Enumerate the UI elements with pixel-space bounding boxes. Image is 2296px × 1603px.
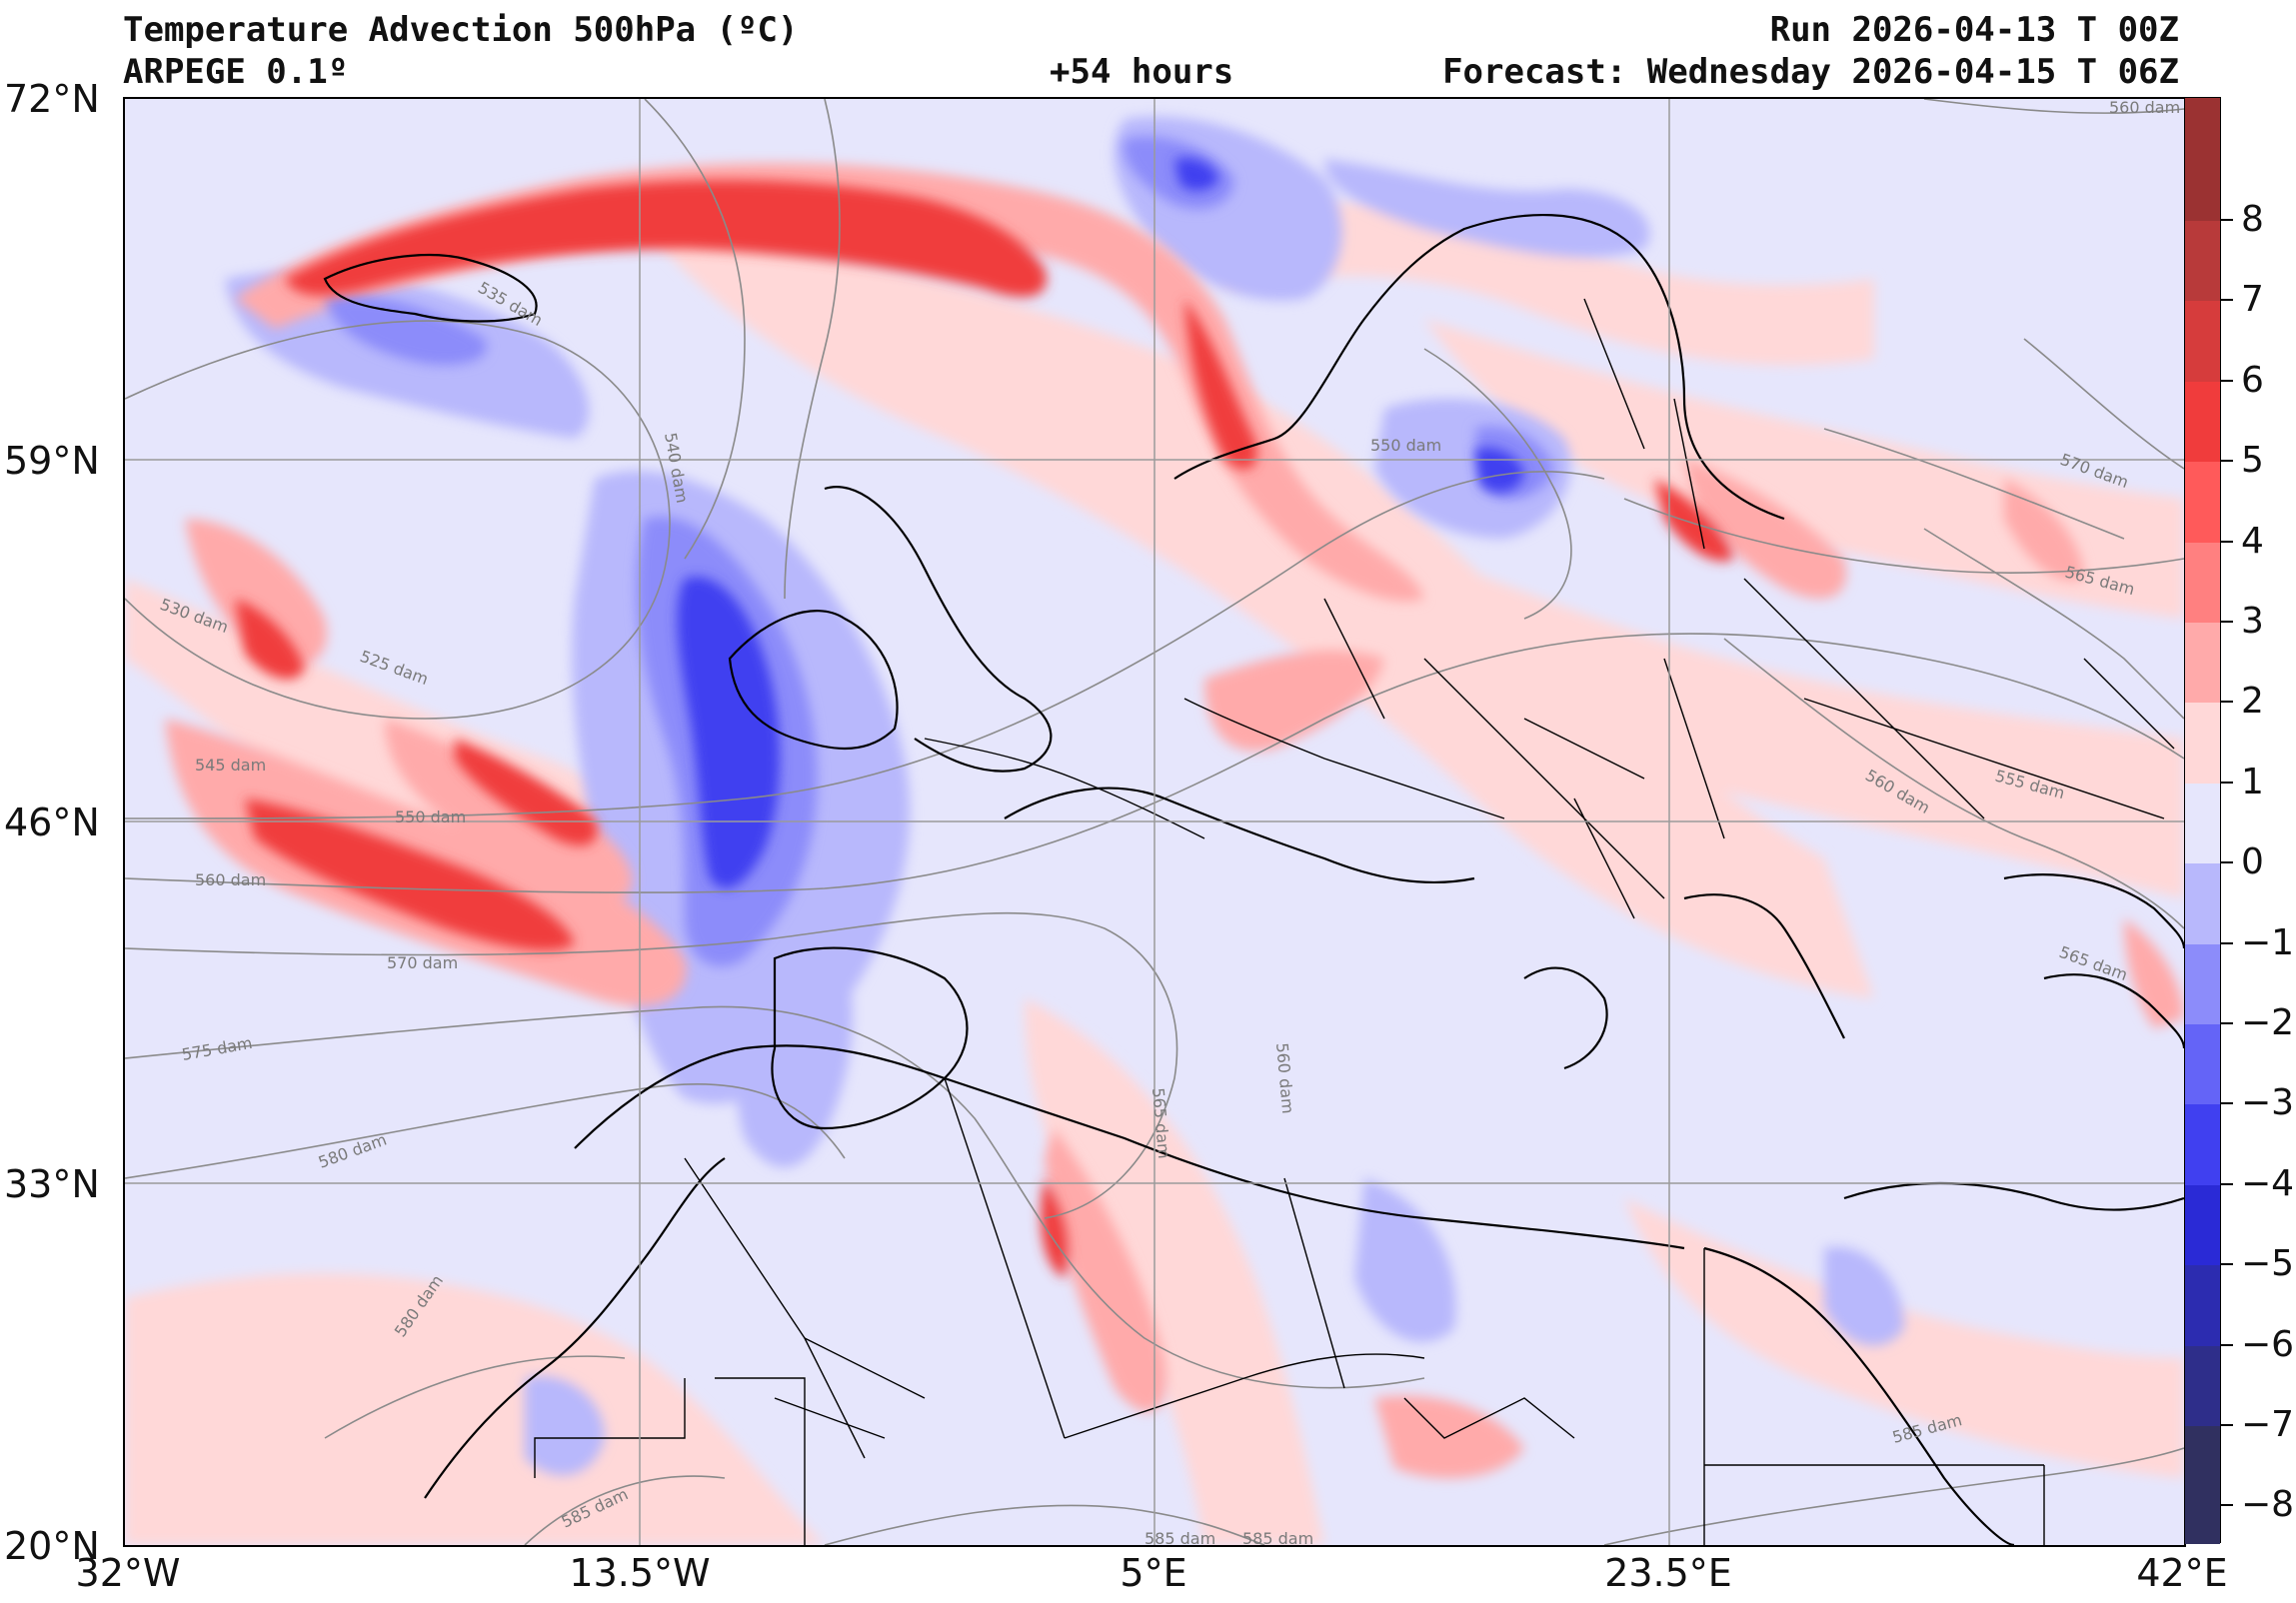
colorbar-label: 0 — [2241, 841, 2264, 883]
colorbar-tick — [2221, 1102, 2233, 1105]
colorbar-segment — [2185, 98, 2220, 221]
colorbar-segment — [2185, 301, 2220, 382]
lon-label: 42°E — [2136, 1551, 2228, 1595]
colorbar-label: 7 — [2241, 279, 2264, 321]
lon-label: 5°E — [1120, 1551, 1187, 1595]
contour-label: 560 dam — [195, 870, 266, 889]
colorbar-segment — [2185, 381, 2220, 463]
lead-time: +54 hours — [1050, 52, 1234, 92]
colorbar-segment — [2185, 221, 2220, 302]
colorbar-tick — [2221, 701, 2233, 704]
colorbar-tick — [2221, 219, 2233, 221]
colorbar-tick — [2221, 299, 2233, 302]
lon-label: 23.5°E — [1604, 1551, 1732, 1595]
contour-label: 570 dam — [387, 953, 458, 972]
colorbar-tick — [2221, 460, 2233, 463]
colorbar-segment — [2185, 1426, 2220, 1507]
colorbar-segment — [2185, 462, 2220, 543]
colorbar-label: −2 — [2241, 1002, 2295, 1043]
colorbar-segment — [2185, 1345, 2220, 1426]
lat-label: 46°N — [4, 801, 100, 844]
colorbar-label: −3 — [2241, 1082, 2295, 1124]
lat-label: 59°N — [4, 439, 100, 483]
contour-label: 585 dam — [1242, 1529, 1313, 1545]
colorbar-tick — [2221, 781, 2233, 784]
forecast-time: Forecast: Wednesday 2026-04-15 T 06Z — [1442, 52, 2179, 92]
colorbar-tick — [2221, 1182, 2233, 1185]
colorbar-tick — [2221, 1504, 2233, 1507]
colorbar-label: −4 — [2241, 1162, 2295, 1204]
coastlines — [323, 213, 2184, 1545]
colorbar-label: 8 — [2241, 199, 2264, 240]
contour-label: 550 dam — [395, 807, 466, 826]
colorbar-label: 6 — [2241, 359, 2264, 401]
colorbar-tick — [2221, 621, 2233, 623]
colorbar-label: −1 — [2241, 921, 2295, 963]
colorbar-segment — [2185, 1506, 2220, 1544]
contour-label: 550 dam — [1370, 436, 1441, 455]
colorbar-segment — [2185, 783, 2220, 864]
map-canvas: 535 dam 540 dam 550 dam 530 dam 525 dam … — [125, 99, 2184, 1545]
colorbar-label: 2 — [2241, 681, 2264, 723]
lon-label: 32°W — [75, 1551, 181, 1595]
lat-label: 72°N — [4, 77, 100, 121]
country-borders — [534, 298, 2175, 1545]
model-name: ARPEGE 0.1º — [123, 52, 349, 92]
colorbar-tick — [2221, 1263, 2233, 1266]
warm-advection-strong — [235, 180, 1734, 1278]
colorbar-label: 5 — [2241, 440, 2264, 482]
contour-label: 560 dam — [2109, 99, 2180, 117]
map-title: Temperature Advection 500hPa (ºC) — [123, 10, 799, 50]
lon-label: 13.5°W — [569, 1551, 711, 1595]
colorbar-label: −6 — [2241, 1323, 2295, 1365]
colorbar-tick — [2221, 861, 2233, 864]
advection-map: 535 dam 540 dam 550 dam 530 dam 525 dam … — [123, 97, 2186, 1547]
colorbar-segment — [2185, 863, 2220, 944]
colorbar-tick — [2221, 540, 2233, 543]
colorbar-tick — [2221, 941, 2233, 944]
colorbar — [2184, 97, 2221, 1544]
lat-label: 33°N — [4, 1162, 100, 1206]
colorbar-tick — [2221, 379, 2233, 382]
colorbar-segment — [2185, 1265, 2220, 1346]
colorbar-label: 1 — [2241, 761, 2264, 802]
colorbar-segment — [2185, 1184, 2220, 1266]
run-time: Run 2026-04-13 T 00Z — [1769, 10, 2179, 50]
contour-label: 585 dam — [1145, 1529, 1215, 1545]
colorbar-segment — [2185, 943, 2220, 1024]
colorbar-label: −7 — [2241, 1404, 2295, 1445]
colorbar-label: 4 — [2241, 520, 2264, 562]
colorbar-label: −5 — [2241, 1243, 2295, 1285]
colorbar-segment — [2185, 1104, 2220, 1185]
geopotential-contours — [125, 99, 2184, 1545]
colorbar-segment — [2185, 542, 2220, 623]
colorbar-segment — [2185, 1024, 2220, 1105]
colorbar-segment — [2185, 623, 2220, 704]
colorbar-tick — [2221, 1424, 2233, 1426]
colorbar-tick — [2221, 1343, 2233, 1346]
colorbar-label: 3 — [2241, 601, 2264, 642]
colorbar-segment — [2185, 703, 2220, 784]
lat-label: 20°N — [4, 1524, 100, 1568]
colorbar-label: −8 — [2241, 1484, 2295, 1526]
contour-label: 545 dam — [195, 756, 266, 775]
graticule — [125, 99, 2184, 1545]
cold-advection-strong — [677, 157, 1524, 888]
colorbar-tick — [2221, 1022, 2233, 1024]
